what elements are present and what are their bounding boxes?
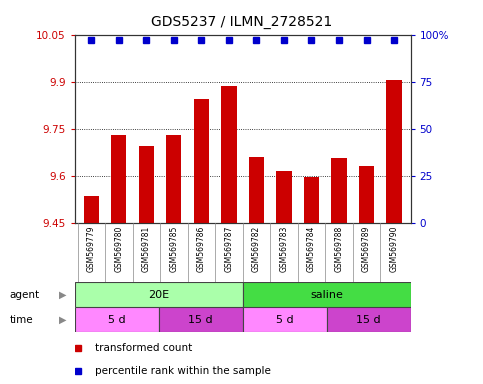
Bar bbox=[331, 159, 347, 223]
Text: GSM569788: GSM569788 bbox=[335, 226, 343, 272]
Bar bbox=[221, 86, 237, 223]
Text: GSM569781: GSM569781 bbox=[142, 226, 151, 272]
Bar bbox=[249, 157, 264, 223]
Bar bbox=[276, 171, 292, 223]
Text: GSM569787: GSM569787 bbox=[225, 226, 233, 272]
Text: percentile rank within the sample: percentile rank within the sample bbox=[95, 366, 271, 376]
Text: transformed count: transformed count bbox=[95, 343, 192, 353]
FancyBboxPatch shape bbox=[75, 307, 159, 332]
Text: GSM569786: GSM569786 bbox=[197, 226, 206, 272]
Text: agent: agent bbox=[10, 290, 40, 300]
Text: ▶: ▶ bbox=[59, 314, 67, 325]
FancyBboxPatch shape bbox=[75, 282, 242, 307]
Text: GSM569782: GSM569782 bbox=[252, 226, 261, 272]
Text: GSM569779: GSM569779 bbox=[87, 226, 96, 272]
Text: saline: saline bbox=[310, 290, 343, 300]
Text: time: time bbox=[10, 314, 33, 325]
Bar bbox=[84, 196, 99, 223]
Text: 20E: 20E bbox=[148, 290, 170, 300]
Text: 15 d: 15 d bbox=[356, 314, 381, 325]
Text: 5 d: 5 d bbox=[108, 314, 126, 325]
Text: 15 d: 15 d bbox=[188, 314, 213, 325]
Bar bbox=[194, 99, 209, 223]
Bar bbox=[111, 135, 127, 223]
Text: GDS5237 / ILMN_2728521: GDS5237 / ILMN_2728521 bbox=[151, 15, 332, 29]
Text: ▶: ▶ bbox=[59, 290, 67, 300]
Bar bbox=[166, 135, 182, 223]
Text: GSM569780: GSM569780 bbox=[114, 226, 123, 272]
Bar bbox=[386, 80, 401, 223]
Bar bbox=[139, 146, 154, 223]
FancyBboxPatch shape bbox=[242, 307, 327, 332]
Text: GSM569785: GSM569785 bbox=[170, 226, 178, 272]
Text: GSM569784: GSM569784 bbox=[307, 226, 316, 272]
Text: GSM569783: GSM569783 bbox=[280, 226, 288, 272]
FancyBboxPatch shape bbox=[242, 282, 411, 307]
FancyBboxPatch shape bbox=[327, 307, 411, 332]
Text: GSM569790: GSM569790 bbox=[390, 226, 398, 272]
Text: 5 d: 5 d bbox=[276, 314, 294, 325]
FancyBboxPatch shape bbox=[159, 307, 242, 332]
Bar bbox=[359, 166, 374, 223]
Text: GSM569789: GSM569789 bbox=[362, 226, 371, 272]
Bar bbox=[304, 177, 319, 223]
